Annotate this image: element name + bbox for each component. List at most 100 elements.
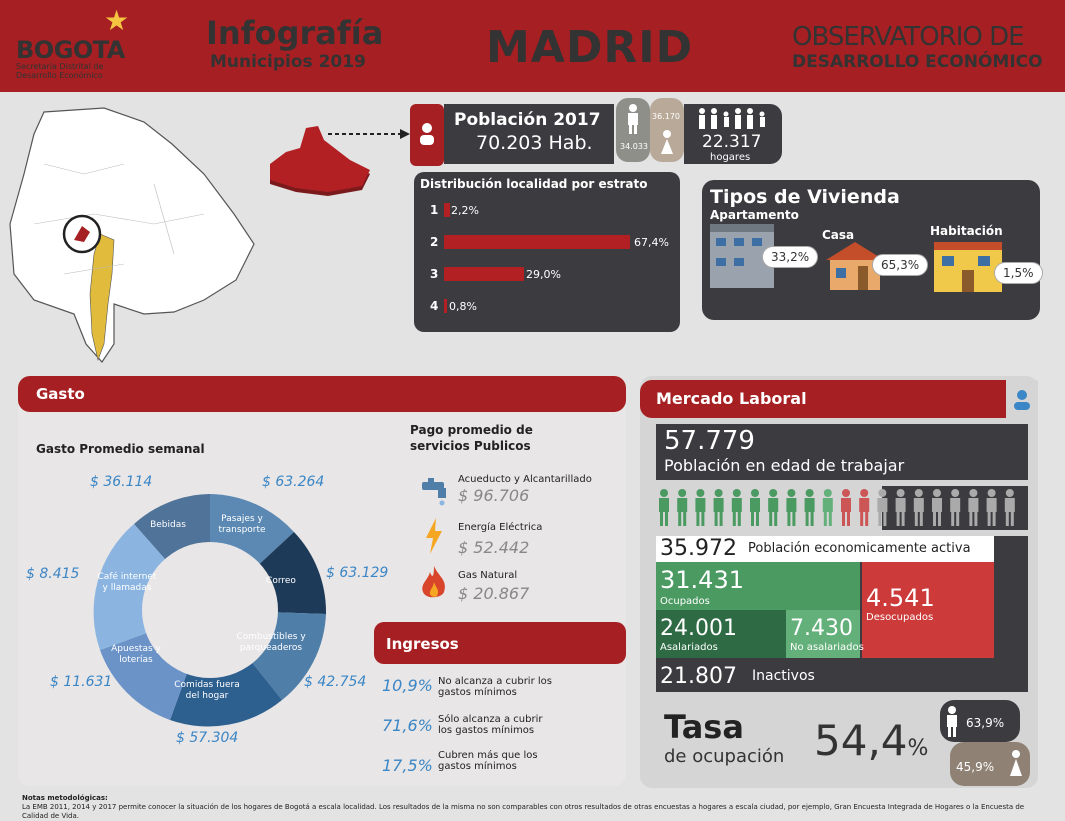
person-figure (950, 489, 961, 526)
infografia-title: Infografía (206, 14, 384, 52)
habitacion-pct: 1,5% (994, 262, 1043, 284)
star-icon: ★ (104, 4, 130, 37)
person-figure (731, 489, 742, 526)
inactivos-value: 21.807 (660, 664, 737, 689)
women-box (650, 98, 684, 162)
room-icon (934, 242, 1002, 292)
tasa-value: 54,4% (814, 716, 928, 765)
person-figure (1004, 489, 1015, 526)
ingresos-text: No alcanza a cubrir los gastos mínimos (438, 676, 552, 698)
man-icon (628, 104, 638, 134)
municipality-shape (270, 126, 410, 196)
households-value: 22.317 (702, 132, 762, 152)
service-name: Energía Eléctrica (458, 522, 543, 533)
women-count: 36.170 (652, 112, 680, 121)
population-value: 70.203 Hab. (476, 132, 593, 154)
ocupados-label: Ocupados (660, 596, 710, 607)
person-figure (695, 489, 706, 526)
gasto-title: Gasto (36, 385, 85, 403)
person-figure (895, 489, 906, 526)
estrato-num: 2 (430, 235, 439, 249)
desocupados-label: Desocupados (866, 612, 934, 623)
tasa-subtitle: de ocupación (664, 746, 785, 767)
region-map (9, 107, 255, 363)
pea-label: Población economicamente activa (748, 541, 971, 556)
tasa-unit: % (907, 736, 929, 761)
tasa-men-pct: 63,9% (966, 716, 1005, 730)
desocupados-value: 4.541 (866, 584, 935, 612)
ingresos-pct: 17,5% (382, 756, 433, 775)
logo-subtitle: Secretaría Distrital de Desarrollo Econó… (16, 62, 104, 80)
population-box (444, 104, 614, 164)
service-name: Gas Natural (458, 570, 518, 581)
estrato-bar (444, 235, 630, 249)
service-value: $ 96.706 (458, 486, 530, 505)
woman-icon (1010, 750, 1022, 776)
user-icon (1006, 380, 1038, 418)
estrato-panel (414, 172, 680, 332)
woman-icon (661, 130, 673, 154)
house-icon (826, 242, 884, 290)
habitacion-label: Habitación (930, 224, 1003, 238)
person-figure (768, 489, 779, 526)
segment-amount: $ 63.264 (262, 474, 325, 490)
men-box (616, 98, 650, 162)
segment-amount: $ 11.631 (50, 674, 113, 690)
segment-label: Café internet y llamadas (97, 572, 157, 593)
estrato-pct: 67,4% (634, 236, 669, 249)
tasa-men-box (940, 700, 1020, 742)
observatorio-line1: OBSERVATORIO DE (792, 22, 1025, 52)
ingresos-header (374, 622, 626, 664)
faucet-icon (422, 478, 446, 506)
households-label: hogares (710, 152, 751, 163)
segment-label: Comidas fuera del hogar (174, 680, 240, 701)
person-figure (859, 489, 870, 526)
mercado-title: Mercado Laboral (656, 389, 807, 408)
casa-label: Casa (822, 228, 855, 242)
vivienda-title: Tipos de Vivienda (710, 186, 900, 208)
city-title: MADRID (486, 22, 694, 73)
family-icon (699, 108, 765, 129)
segment-label: Correo (266, 576, 296, 586)
segment-amount: $ 57.304 (176, 730, 239, 746)
asalariados-box (656, 610, 786, 658)
man-icon (947, 706, 957, 737)
pea-strip (656, 536, 994, 562)
asalariados-value: 24.001 (660, 616, 737, 641)
segment-amount: $ 42.754 (304, 674, 367, 690)
service-name: Acueducto y Alcantarillado (458, 474, 592, 485)
person-figure (677, 489, 688, 526)
desocupados-box (862, 562, 994, 658)
tasa-title: Tasa (664, 708, 744, 746)
person-figure (841, 489, 851, 526)
estrato-bar (444, 203, 450, 217)
estrato-pct: 29,0% (526, 268, 561, 281)
noasalariados-box (786, 610, 860, 658)
tasa-women-pct: 45,9% (956, 760, 995, 774)
households-box (684, 104, 782, 164)
noasalariados-label: No asalariados (790, 642, 864, 653)
segment-amount: $ 36.114 (90, 474, 153, 490)
person-figure (750, 489, 760, 526)
edad-label: Población en edad de trabajar (664, 456, 905, 475)
men-count: 34.033 (620, 142, 648, 151)
flame-icon (422, 566, 445, 598)
service-value: $ 20.867 (458, 584, 530, 603)
pea-value: 35.972 (660, 536, 737, 561)
lightning-icon (426, 518, 442, 554)
infografia-subtitle: Municipios 2019 (210, 52, 366, 72)
estrato-bar (444, 267, 524, 281)
person-icon (410, 104, 444, 166)
person-figure (932, 489, 942, 526)
mercado-header (640, 380, 1010, 418)
gasto-semanal-title: Gasto Promedio semanal (36, 442, 205, 456)
estrato-num: 1 (430, 203, 439, 217)
ingresos-pct: 71,6% (382, 716, 433, 735)
population-title: Población 2017 (454, 110, 601, 130)
segment-label: Pasajes y transporte (218, 514, 266, 535)
ingresos-text: Sólo alcanza a cubrir los gastos mínimos (438, 714, 543, 736)
service-value: $ 52.442 (458, 538, 530, 557)
ocupados-box (656, 562, 860, 618)
person-figure (786, 489, 797, 526)
estrato-num: 3 (430, 267, 439, 281)
